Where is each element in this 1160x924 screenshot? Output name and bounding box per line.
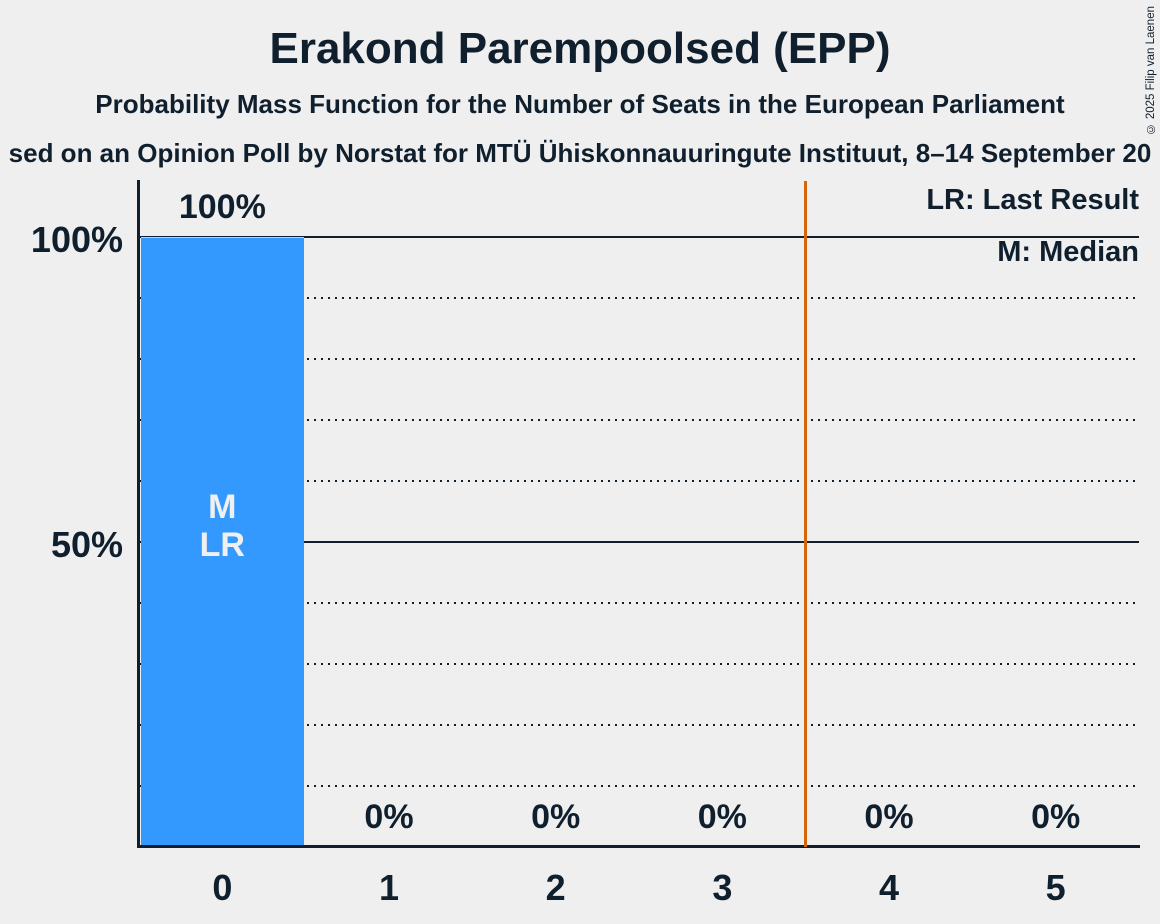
bar-value-label-seat-2: 0% xyxy=(531,798,581,836)
poll-source-line: sed on an Opinion Poll by Norstat for MT… xyxy=(8,138,1152,168)
y-tick-label-50pct: 50% xyxy=(50,524,123,565)
gridline-solid-50pct xyxy=(139,541,1139,543)
gridline-dotted-40pct xyxy=(139,602,1139,604)
gridline-dotted-90pct xyxy=(139,297,1139,299)
vertical-marker-line xyxy=(804,181,808,847)
x-tick-label-0: 0 xyxy=(212,867,233,908)
bar-top-highlight xyxy=(140,237,305,238)
gridline-dotted-20pct xyxy=(139,724,1139,726)
chart-subtitle: Probability Mass Function for the Number… xyxy=(95,89,1065,119)
median-last-result-label: M LR xyxy=(139,488,306,564)
bar-value-label-seat-0: 100% xyxy=(178,188,266,226)
x-tick-label-1: 1 xyxy=(378,867,399,908)
gridline-dotted-30pct xyxy=(139,663,1139,665)
copyright-notice: © 2025 Filip van Laenen xyxy=(1145,6,1157,135)
gridline-dotted-10pct xyxy=(139,785,1139,787)
gridline-solid-100pct xyxy=(139,236,1139,238)
x-tick-label-5: 5 xyxy=(1045,867,1066,908)
y-axis-line xyxy=(137,180,140,848)
bar-value-label-seat-5: 0% xyxy=(1031,798,1081,836)
x-axis-line xyxy=(137,845,1140,848)
gridline-dotted-60pct xyxy=(139,480,1139,482)
legend-last-result: LR: Last Result xyxy=(926,184,1139,216)
probability-bar-seat-0 xyxy=(140,237,305,847)
bar-value-label-seat-4: 0% xyxy=(864,798,914,836)
x-tick-label-3: 3 xyxy=(712,867,733,908)
gridline-dotted-80pct xyxy=(139,358,1139,360)
bar-value-label-seat-3: 0% xyxy=(697,798,747,836)
annotation-line: M xyxy=(208,488,237,526)
gridline-dotted-70pct xyxy=(139,419,1139,421)
legend-median: M: Median xyxy=(997,236,1139,268)
annotation-line: LR xyxy=(199,526,245,564)
x-tick-label-2: 2 xyxy=(545,867,566,908)
x-tick-label-4: 4 xyxy=(878,867,899,908)
y-tick-label-100pct: 100% xyxy=(30,219,123,260)
chart-title: Erakond Parempoolsed (EPP) xyxy=(269,24,891,73)
bar-value-label-seat-1: 0% xyxy=(364,798,414,836)
